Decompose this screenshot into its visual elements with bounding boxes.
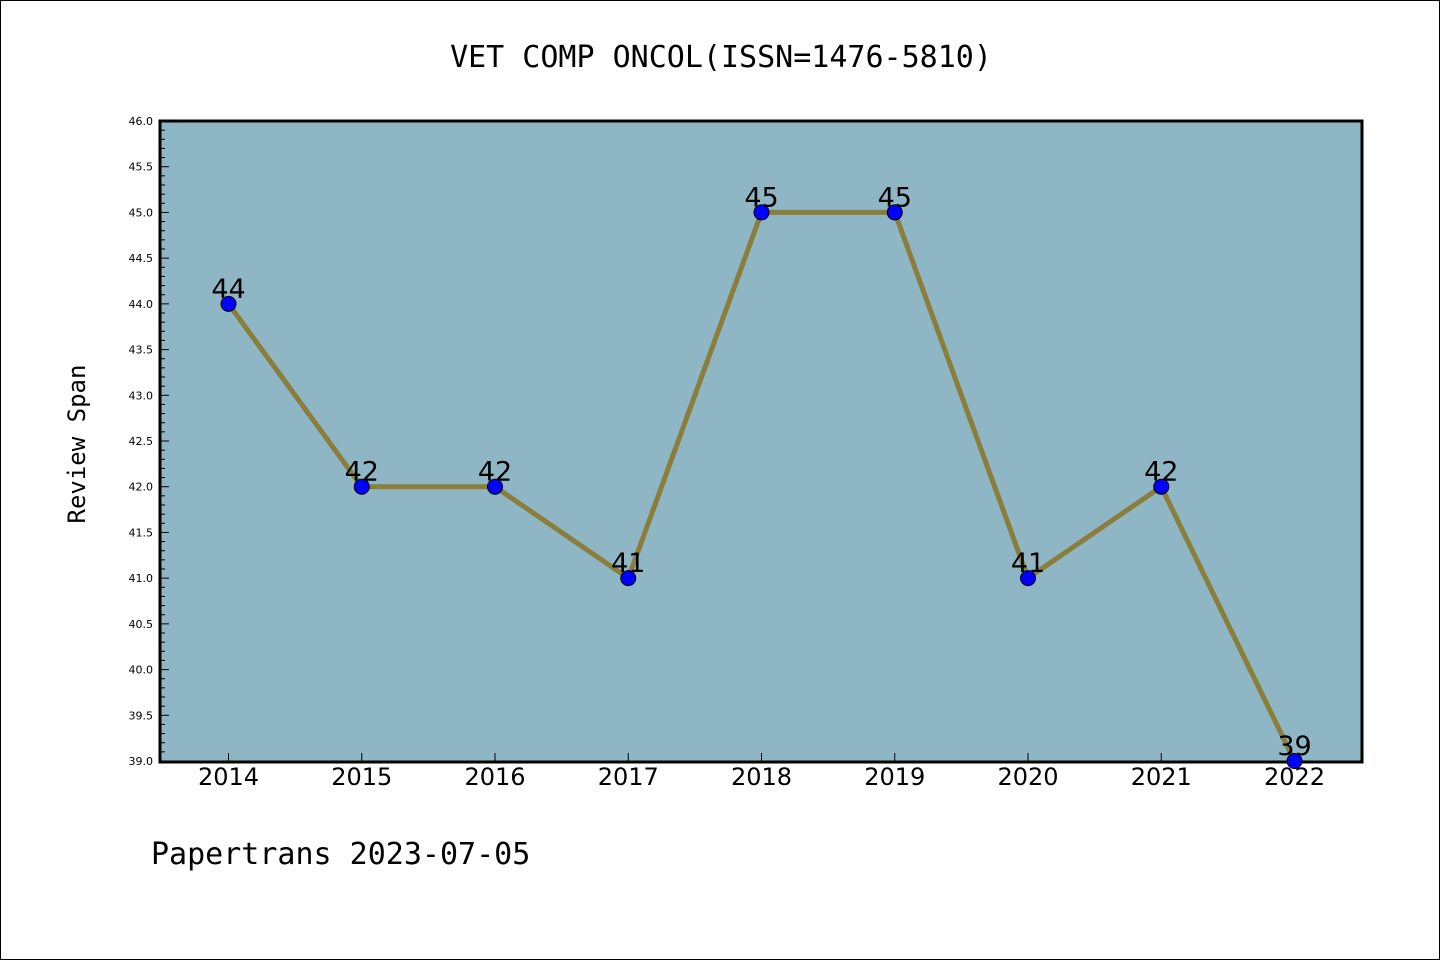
x-tick-label: 2015 xyxy=(331,763,392,791)
data-point xyxy=(620,570,637,587)
y-tick-label: 43.0 xyxy=(129,389,154,402)
plot-area xyxy=(158,119,1364,764)
data-label: 39 xyxy=(1277,731,1311,762)
y-tick-label: 40.5 xyxy=(129,618,154,631)
data-label: 41 xyxy=(1011,548,1045,579)
data-label: 45 xyxy=(878,182,912,213)
y-axis: 39.0 39.5 40.0 40.5 41.0 41.5 42.0 42.5 43.0 43.5… xyxy=(129,115,169,768)
x-tick-label: 2014 xyxy=(198,763,259,791)
data-point xyxy=(886,204,903,221)
y-tick-label: 46.0 xyxy=(129,115,154,128)
y-tick-label: 39.5 xyxy=(129,709,154,722)
data-point xyxy=(1020,570,1036,587)
data-label: 45 xyxy=(744,182,778,213)
x-tick-label: 2017 xyxy=(598,763,659,791)
data-label: 42 xyxy=(478,457,512,488)
data-label: 42 xyxy=(345,457,379,488)
x-tick-label: 2019 xyxy=(864,763,925,791)
data-point xyxy=(220,295,237,312)
x-tick-label: 2016 xyxy=(464,763,525,791)
y-tick-label: 42.5 xyxy=(129,435,154,448)
data-point xyxy=(753,204,770,221)
y-tick-label: 39.0 xyxy=(129,755,154,768)
y-tick-label: 42.0 xyxy=(129,481,154,494)
y-tick-label: 40.0 xyxy=(129,664,154,677)
y-tick-label: 45.5 xyxy=(129,161,154,174)
data-label: 42 xyxy=(1144,457,1178,488)
y-tick-label: 43.5 xyxy=(129,344,154,357)
x-tick-label: 2020 xyxy=(997,763,1058,791)
data-label: 41 xyxy=(611,548,645,579)
data-label: 44 xyxy=(211,274,245,305)
y-tick-label: 41.5 xyxy=(129,526,154,539)
y-tick-label: 45.0 xyxy=(129,206,154,219)
data-point xyxy=(487,478,503,495)
data-point xyxy=(1153,478,1170,495)
x-tick-label: 2021 xyxy=(1131,763,1192,791)
footer-text: Papertrans 2023-07-05 xyxy=(151,837,530,872)
y-axis-label: Review Span xyxy=(63,365,91,524)
data-point xyxy=(1286,753,1303,769)
x-tick-label: 2018 xyxy=(731,763,792,791)
y-tick-label: 41.0 xyxy=(129,572,154,585)
x-axis: 2014 2015 2016 2017 2018 2019 2020 2021 2022 xyxy=(198,753,1325,791)
y-tick-label: 44.5 xyxy=(129,252,154,265)
y-tick-label: 44.0 xyxy=(129,298,154,311)
data-point xyxy=(353,478,370,495)
series-layer: 44 42 42 41 45 45 41 42 39 xyxy=(211,182,1312,769)
chart-title: VET COMP ONCOL(ISSN=1476-5810) xyxy=(450,40,992,75)
